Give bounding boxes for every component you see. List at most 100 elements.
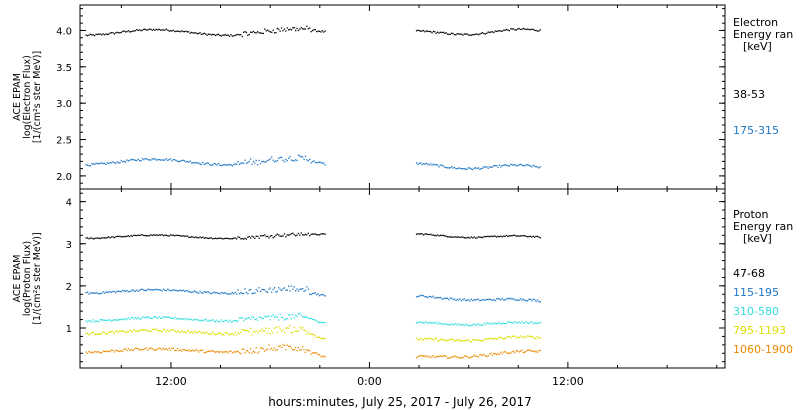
data-point <box>248 160 250 163</box>
data-point <box>279 156 281 159</box>
data-point <box>200 163 203 165</box>
data-point <box>275 349 277 351</box>
data-point <box>321 338 323 340</box>
data-point <box>148 159 151 161</box>
data-point <box>279 30 281 32</box>
data-point <box>154 349 156 351</box>
data-point <box>465 340 467 342</box>
data-point <box>479 168 481 170</box>
data-point <box>503 351 505 353</box>
data-point <box>276 349 278 351</box>
data-point <box>455 339 457 341</box>
data-point <box>415 357 418 359</box>
data-point <box>245 238 248 240</box>
data-point <box>134 316 136 319</box>
data-point <box>299 28 301 30</box>
data-point <box>285 236 287 238</box>
data-point <box>199 163 201 165</box>
data-point <box>227 164 229 166</box>
data-point <box>209 350 211 353</box>
data-point <box>515 321 517 324</box>
data-point <box>497 30 499 32</box>
data-point <box>483 33 485 35</box>
data-point <box>435 321 437 323</box>
data-point <box>183 349 186 351</box>
data-point <box>126 331 128 333</box>
data-point <box>141 316 144 318</box>
data-point <box>290 233 293 235</box>
data-point <box>432 234 435 236</box>
data-point <box>220 333 222 335</box>
data-point <box>510 163 512 165</box>
data-point <box>266 291 269 293</box>
data-point <box>304 289 307 291</box>
data-point <box>265 327 267 329</box>
data-point <box>102 33 104 35</box>
data-point <box>171 289 173 292</box>
data-point <box>438 166 440 168</box>
data-point <box>316 294 318 296</box>
data-point <box>445 355 447 357</box>
data-point <box>531 350 533 352</box>
data-point <box>469 34 471 36</box>
data-point <box>101 352 103 354</box>
data-point <box>479 236 481 238</box>
data-point <box>497 322 499 325</box>
data-point <box>302 156 304 158</box>
data-point <box>233 351 235 353</box>
data-point <box>193 330 196 332</box>
data-point <box>451 166 453 168</box>
data-point <box>268 344 270 346</box>
data-point <box>254 292 256 294</box>
data-point <box>240 162 242 165</box>
data-point <box>231 352 233 354</box>
data-point <box>261 235 263 237</box>
data-point <box>529 321 532 323</box>
data-point <box>445 166 447 169</box>
x-tick-label: 0:00 <box>357 375 382 388</box>
data-point <box>126 290 128 292</box>
data-point <box>244 352 246 354</box>
data-point <box>255 288 257 291</box>
data-point <box>290 347 293 349</box>
data-point <box>95 292 97 294</box>
data-point <box>136 159 138 162</box>
data-point <box>299 349 301 351</box>
data-point <box>306 159 308 161</box>
data-point <box>458 33 460 35</box>
data-point <box>196 236 198 239</box>
data-point <box>515 235 517 237</box>
data-point <box>418 339 420 341</box>
data-point <box>434 234 436 237</box>
data-point <box>237 236 239 238</box>
data-point <box>133 318 135 320</box>
data-point <box>313 352 315 354</box>
data-point <box>479 340 481 342</box>
data-point <box>183 317 186 320</box>
data-point <box>536 235 539 238</box>
data-point <box>109 291 111 293</box>
data-point <box>220 35 222 37</box>
data-point <box>192 32 194 34</box>
data-point <box>133 329 135 331</box>
data-point <box>240 292 242 294</box>
data-point <box>221 34 224 36</box>
data-point <box>160 289 162 291</box>
data-point <box>437 164 439 166</box>
data-point <box>283 233 286 235</box>
data-point <box>472 355 474 358</box>
data-point <box>206 291 208 293</box>
data-point <box>456 356 458 358</box>
data-point <box>228 319 231 321</box>
data-point <box>129 235 131 238</box>
data-point <box>165 331 167 333</box>
data-point <box>535 166 537 168</box>
data-point <box>521 235 523 237</box>
data-point <box>455 168 457 170</box>
data-point <box>106 291 108 293</box>
data-point <box>119 350 121 353</box>
data-point <box>247 317 249 319</box>
data-point <box>238 333 241 335</box>
data-point <box>297 290 300 292</box>
data-point <box>188 161 190 163</box>
